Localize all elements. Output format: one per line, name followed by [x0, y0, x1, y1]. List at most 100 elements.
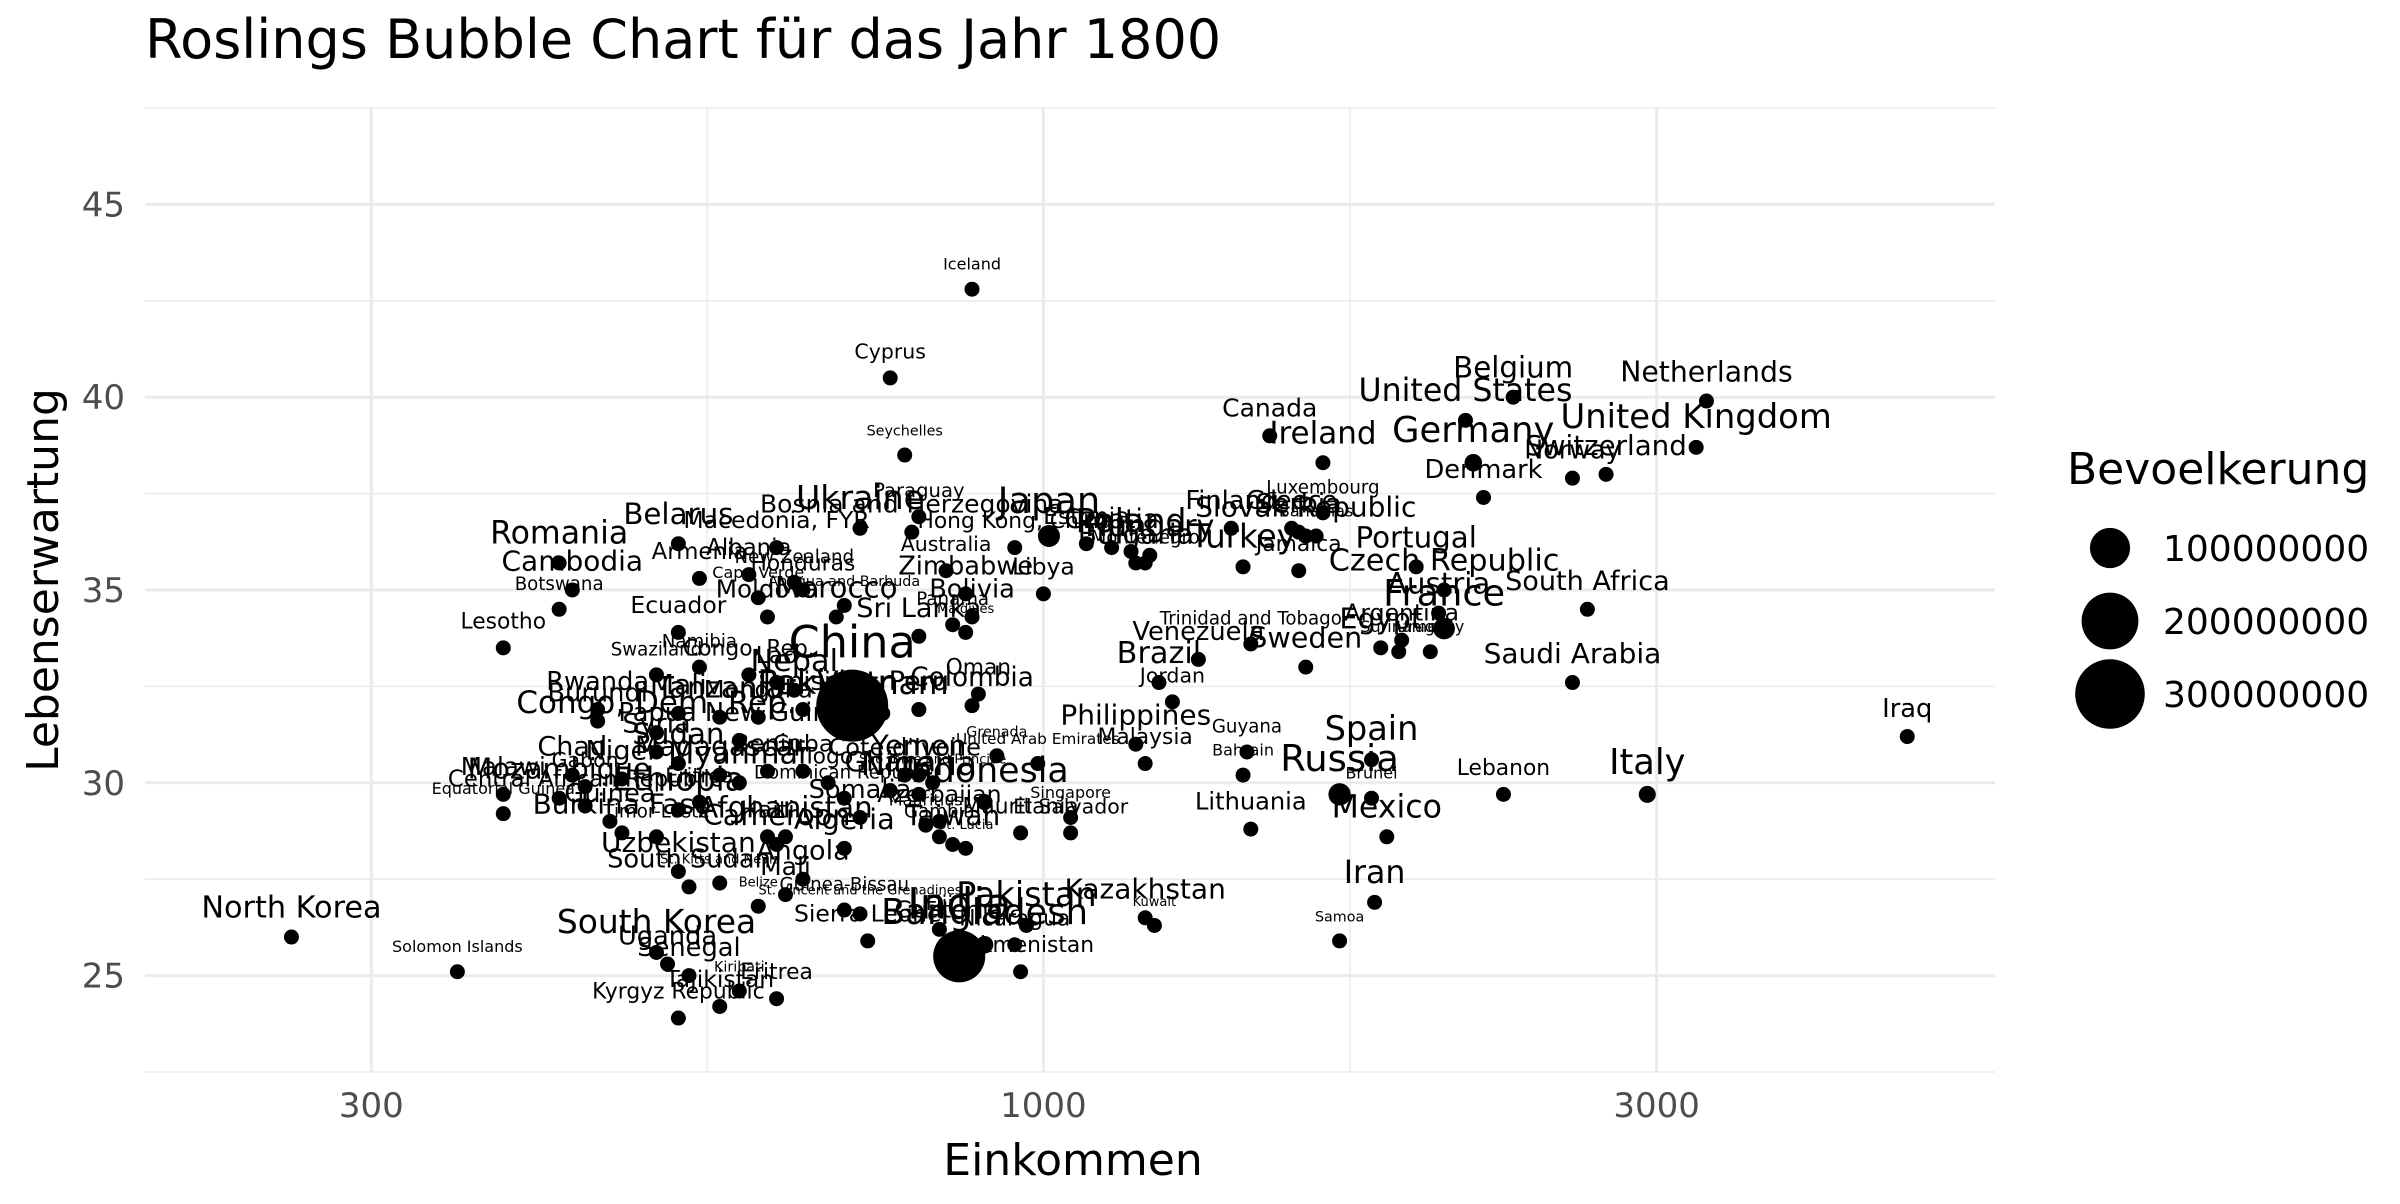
bubble-point	[836, 840, 852, 856]
point-label: Ghana	[844, 745, 936, 778]
bubble-point	[1364, 790, 1380, 806]
bubble-point	[590, 702, 606, 718]
point-label: Samoa	[1315, 909, 1364, 925]
point-label: Madagascar	[635, 730, 805, 763]
point-label: Slovak Republic	[1195, 491, 1416, 524]
bubble-point	[970, 686, 986, 702]
bubble-point	[551, 790, 567, 806]
bubble-point	[1104, 540, 1120, 556]
point-labels: Iceland Cyprus Canada Belgium Netherlands Uni…	[201, 255, 1932, 1005]
point-label: Guatemala	[895, 896, 1024, 924]
bubble-point	[1078, 536, 1094, 552]
point-label: Lebanon	[1457, 756, 1550, 781]
legend-label: 300000000	[2163, 675, 2369, 716]
point-label: Iraq	[1882, 694, 1932, 724]
point-label: Benin	[733, 730, 802, 758]
point-label: Angola	[756, 836, 850, 867]
point-label: Mali	[650, 668, 707, 701]
point-label: Ethiopia	[612, 760, 744, 798]
bubble-point	[852, 810, 868, 826]
bubble-point	[449, 964, 465, 980]
bubble-point	[1364, 752, 1380, 768]
bubble-point	[648, 944, 664, 960]
bubble-point	[670, 705, 686, 721]
x-axis-title: Einkommen	[943, 1135, 1202, 1186]
bubble-point	[964, 698, 980, 714]
point-label: Fiji	[926, 891, 953, 915]
point-label: Singapore	[1030, 783, 1111, 802]
point-label: Solomon Islands	[392, 937, 523, 956]
point-label: Cape Verde	[712, 563, 804, 582]
point-label: Belarus	[623, 497, 733, 531]
point-label: Trinidad and Tobago	[1159, 608, 1342, 629]
bubble-point	[975, 935, 994, 954]
point-label: Czech Republic	[1329, 544, 1560, 579]
bubble-point	[1018, 917, 1034, 933]
point-label: Albania	[706, 535, 791, 561]
bubble-point	[495, 640, 511, 656]
bubble-point	[691, 794, 707, 810]
bubble-point	[691, 659, 707, 675]
bubble-point	[933, 930, 986, 983]
bubble-point	[1007, 540, 1023, 556]
legend-bubble	[2089, 527, 2131, 569]
point-label: Netherlands	[1620, 356, 1793, 389]
point-label: Venezuela	[1132, 617, 1264, 647]
bubble-point	[816, 669, 889, 742]
bubble-point	[820, 705, 836, 721]
bubble-point	[731, 775, 747, 791]
bubble-point	[964, 281, 980, 297]
point-label: Cambodia	[501, 545, 643, 578]
bubble-point	[1564, 675, 1580, 691]
bubble-point	[1063, 825, 1079, 841]
point-label: Afghanistan	[698, 790, 872, 824]
bubble-point	[795, 702, 811, 718]
point-label: Lesotho	[461, 609, 547, 634]
point-label: Colombia	[910, 663, 1034, 693]
chart-title: Roslings Bubble Chart für das Jahr 1800	[145, 8, 1221, 71]
bubble-point	[681, 879, 697, 895]
bubble-point	[660, 956, 676, 972]
bubble-point	[958, 586, 974, 602]
bubble-point	[1151, 675, 1167, 691]
y-tick-label: 35	[82, 571, 125, 611]
point-label: China	[789, 618, 916, 669]
bubble-point	[911, 786, 927, 802]
point-label: Cuba	[773, 730, 834, 758]
bubble-point	[750, 709, 766, 725]
bubble-point	[1164, 694, 1180, 710]
bubble-point	[1235, 767, 1251, 783]
point-label: Botswana	[515, 574, 604, 595]
bubble-point	[577, 798, 593, 814]
axes: 25 30 35 40 45 300 1000 3000	[82, 185, 1700, 1126]
bubble-point	[577, 779, 593, 795]
point-label: Bolivia	[929, 574, 1015, 604]
point-label: Ecuador	[630, 591, 726, 619]
point-label: Spain	[1325, 709, 1419, 748]
point-label: Lithuania	[1195, 788, 1307, 816]
point-label: Japan	[996, 479, 1101, 522]
point-label: Iceland	[943, 255, 1001, 274]
point-label: Azerbaijan	[877, 780, 1001, 808]
bubble-point	[648, 667, 664, 683]
legend-bubble	[2075, 659, 2145, 729]
bubble-point	[786, 682, 802, 698]
bubble-point	[795, 763, 811, 779]
point-label: Luxembourg	[1266, 477, 1379, 498]
point-label: Belize	[739, 876, 778, 891]
point-label: Poland	[1076, 501, 1187, 540]
point-label: Myanmar	[668, 736, 811, 771]
point-label: Croatia	[1064, 505, 1159, 535]
point-label: Serbia	[1256, 489, 1342, 520]
point-label: Taiwan	[904, 799, 1000, 832]
bubble-point	[852, 520, 868, 536]
point-label: Congo, Dem. Rep.	[516, 685, 796, 721]
point-label: Russia	[1280, 737, 1399, 780]
point-label: Dominican Republic	[754, 763, 935, 784]
bubble-point	[283, 929, 299, 945]
bubble-point	[712, 875, 728, 891]
bubble-point	[1899, 729, 1915, 745]
point-label: Maldives	[937, 602, 994, 617]
y-tick-label: 40	[82, 378, 125, 418]
